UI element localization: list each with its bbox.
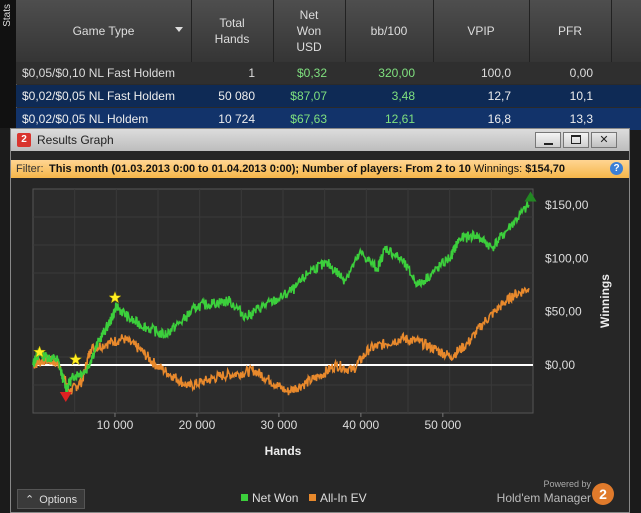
col-header-game-type[interactable]: Game Type [16,0,192,62]
legend-all-in-ev: All-In EV [309,491,367,505]
winnings-value: $154,70 [525,163,566,175]
results-graph-window: 2 Results Graph ✕ Filter: This month (01… [10,128,630,513]
col-header-vpip[interactable]: VPIP [433,0,530,62]
window-title: Results Graph [37,133,114,147]
minimize-button[interactable] [535,132,561,148]
branding: Powered by Hold'em Manager [491,479,591,507]
col-header-total-hands[interactable]: Total Hands [191,0,274,62]
table-cell: 0,00 [569,66,593,80]
x-tick-label: 30 000 [261,418,298,432]
table-row[interactable]: $0,02/$0,05 NL Holdem 10 724 $67,63 12,61 16… [16,108,641,130]
table-cell: 13,3 [569,112,593,126]
y-tick-label: $150,00 [545,198,589,212]
options-label: Options [39,494,78,506]
brand-name: Hold'em Manager [496,491,591,505]
legend-net-won: Net Won [241,491,298,505]
x-tick-label: 10 000 [97,418,134,432]
y-tick-label: $50,00 [545,305,582,319]
table-cell: 10,1 [569,89,593,103]
table-cell: 3,48 [391,89,415,103]
powered-by-text: Powered by [543,479,591,489]
close-button[interactable]: ✕ [591,132,617,148]
hm2-app-icon: 2 [17,133,31,147]
col-header-net-won[interactable]: Net Won USD [273,0,346,62]
y-tick-label: $0,00 [545,358,575,372]
stats-side-tab[interactable]: Stats [0,0,17,128]
table-cell: 10 724 [218,112,255,126]
x-tick-label: 50 000 [424,418,461,432]
table-cell: 12,7 [487,89,511,103]
star-marker-icon [69,352,83,366]
filter-description: This month (01.03.2013 0:00 to 01.04.201… [49,163,471,175]
options-button[interactable]: ⌃ Options [17,489,85,509]
table-cell: $0,02/$0,05 NL Holdem [22,112,149,126]
close-icon: ✕ [599,134,609,146]
red-triangle-marker-icon [59,392,72,402]
table-header: Game Type Total Hands Net Won USD bb/100… [16,0,641,62]
table-row[interactable]: $0,05/$0,10 NL Fast Holdem 1 $0,32 320,00 10… [16,62,641,84]
table-cell: $0,32 [296,66,327,80]
legend-swatch-all-in-ev [309,494,316,501]
col-header-pfr[interactable]: PFR [529,0,612,62]
maximize-button[interactable] [563,132,589,148]
filter-bar: Filter: This month (01.03.2013 0:00 to 0… [11,160,629,178]
minimize-icon [543,143,553,145]
y-tick-label: $100,00 [545,251,589,265]
table-cell: $0,02/$0,05 NL Fast Holdem [22,89,175,103]
legend-label-all-in-ev: All-In EV [320,491,367,505]
window-titlebar[interactable]: 2 Results Graph ✕ [11,129,629,151]
col-header-bb100[interactable]: bb/100 [345,0,434,62]
table-cell: 320,00 [378,66,415,80]
winnings-label: Winnings: [473,163,523,175]
col-header-label: Game Type [72,24,135,38]
x-tick-label: 40 000 [343,418,380,432]
table-cell: 1 [248,66,255,80]
stats-table: Stats Game Type Total Hands Net Won USD … [0,0,641,130]
table-cell: $87,07 [290,89,327,103]
table-cell: 12,61 [384,112,415,126]
table-cell: $0,05/$0,10 NL Fast Holdem [22,66,175,80]
table-cell: $67,63 [290,112,327,126]
green-triangle-marker-icon [524,191,537,202]
help-icon[interactable]: ? [610,162,623,175]
star-marker-icon [108,290,122,304]
filter-label: Filter: [16,163,44,175]
legend-label-net-won: Net Won [252,491,299,505]
x-axis-label: Hands [265,444,302,458]
chevron-up-icon: ⌃ [25,494,35,506]
series-line-net-won [32,201,530,393]
table-cell: 50 080 [218,89,255,103]
star-marker-icon [33,345,47,358]
hm2-logo: 2 [592,483,614,505]
legend-swatch-net-won [241,494,248,501]
stats-side-tab-label: Stats [2,4,13,27]
table-row[interactable]: $0,02/$0,05 NL Fast Holdem 50 080 $87,07 3,… [16,85,641,107]
maximize-icon [571,135,581,144]
results-graph-chart: 10 000 20 000 30 000 40 000 50 000 $0,00 $50,0… [32,188,612,458]
table-cell: 100,0 [480,66,511,80]
x-tick-label: 20 000 [179,418,216,432]
filter-text: This month (01.03.2013 0:00 to 01.04.201… [49,160,565,178]
table-cell: 16,8 [487,112,511,126]
dropdown-arrow-icon[interactable] [175,27,183,32]
y-axis-label: Winnings [598,274,612,328]
